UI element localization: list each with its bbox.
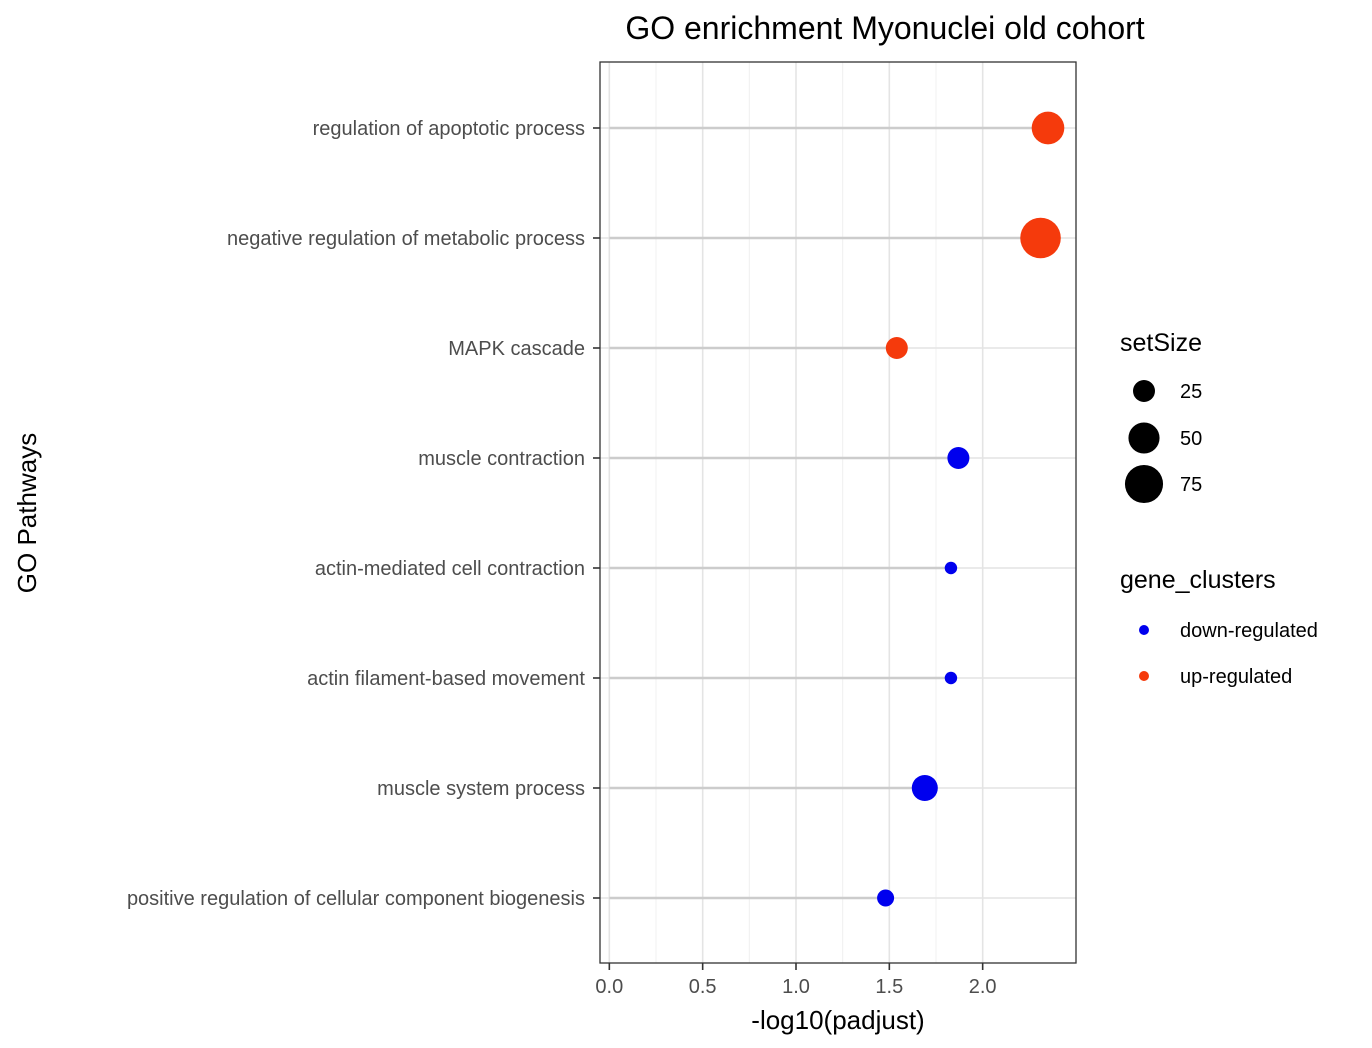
x-tick-label: 1.0	[782, 976, 810, 998]
point-positive-regulation-of-cellular-component-biogenesis	[877, 889, 895, 907]
chart-title: GO enrichment Myonuclei old cohort	[625, 10, 1144, 46]
x-tick-label: 0.5	[689, 976, 717, 998]
x-tick-label: 0.0	[595, 976, 623, 998]
point-negative-regulation-of-metabolic-process	[1020, 217, 1061, 259]
y-tick-label-positive-regulation-of-cellular-component-biogenesis: positive regulation of cellular componen…	[127, 888, 585, 910]
y-tick-label-actin-mediated-cell-contraction: actin-mediated cell contraction	[315, 558, 585, 580]
legend-size-label-50: 50	[1180, 428, 1202, 450]
legend-size-key-50	[1128, 422, 1160, 454]
y-tick-label-muscle-system-process: muscle system process	[377, 778, 585, 800]
grid-layer	[600, 62, 1076, 963]
plot-panel	[600, 62, 1076, 963]
x-tick-label: 2.0	[969, 976, 997, 998]
plot-border	[599, 61, 1077, 964]
legend-size-key-75	[1124, 464, 1164, 504]
x-axis-label: -log10(padjust)	[751, 1005, 924, 1035]
point-actin-mediated-cell-contraction	[944, 561, 958, 575]
x-tick-label: 1.5	[875, 976, 903, 998]
legend-color-title: gene_clusters	[1120, 566, 1276, 594]
point-mapk-cascade	[885, 337, 908, 359]
point-actin-filament-based-movement	[944, 671, 958, 685]
point-muscle-contraction	[947, 447, 970, 469]
segment-layer	[609, 126, 1048, 900]
y-tick-label-mapk-cascade: MAPK cascade	[448, 338, 585, 360]
point-layer	[877, 111, 1065, 907]
y-axis-label: GO Pathways	[12, 433, 42, 593]
legend-layer: setSize 25 50 75 gene_clusters down-regulated…	[1120, 329, 1318, 688]
y-tick-label-regulation-of-apoptotic-process: regulation of apoptotic process	[313, 118, 585, 140]
legend-size-label-25: 25	[1180, 381, 1202, 403]
legend-size-key-25	[1133, 380, 1155, 402]
legend-color-label-up-regulated: up-regulated	[1180, 666, 1292, 688]
legend-color-key-down-regulated	[1139, 625, 1149, 635]
legend-color-label-down-regulated: down-regulated	[1180, 620, 1318, 642]
point-muscle-system-process	[911, 774, 938, 802]
y-tick-label-muscle-contraction: muscle contraction	[418, 448, 585, 470]
point-regulation-of-apoptotic-process	[1031, 111, 1065, 145]
y-tick-label-actin-filament-based-movement: actin filament-based movement	[307, 668, 585, 690]
legend-size-label-75: 75	[1180, 474, 1202, 496]
axis-layer: regulation of apoptotic process negative …	[127, 61, 1077, 998]
legend-color-key-up-regulated	[1139, 671, 1149, 681]
y-tick-label-negative-regulation-of-metabolic-process: negative regulation of metabolic process	[227, 228, 585, 250]
legend-size-title: setSize	[1120, 329, 1202, 357]
